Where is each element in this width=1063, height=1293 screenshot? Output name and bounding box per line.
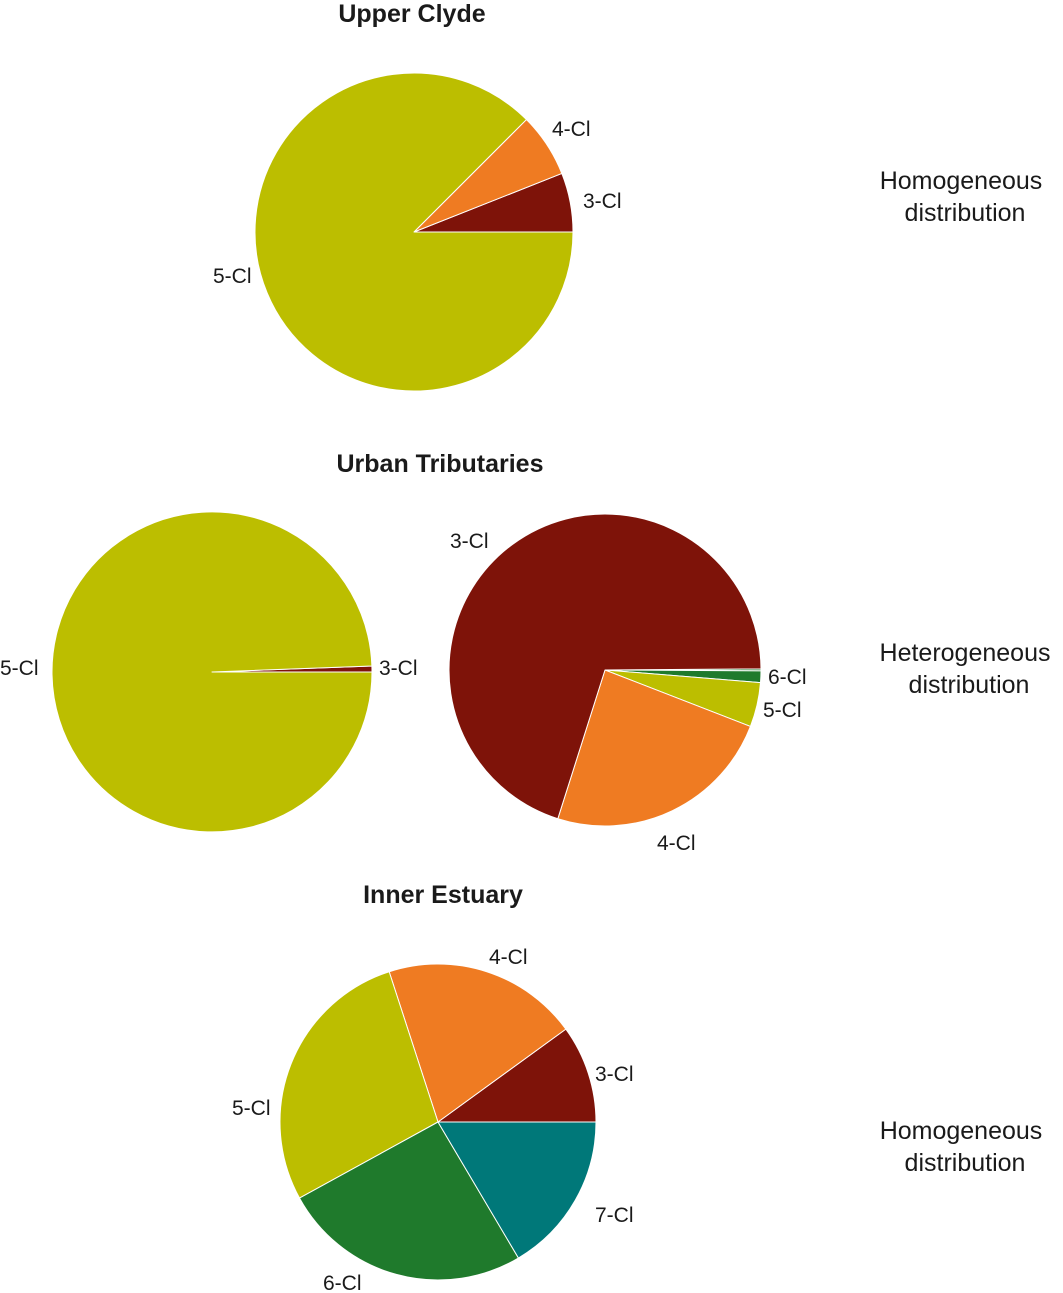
label-upper-clyde-4cl: 4-Cl bbox=[552, 118, 591, 141]
title-upper-clyde: Upper Clyde bbox=[338, 0, 485, 28]
pie-slice-3-7cl-4 bbox=[437, 1121, 597, 1259]
title-urban-tributaries: Urban Tributaries bbox=[337, 450, 544, 478]
distribution-label-urban-line1: Heterogeneous bbox=[880, 639, 1051, 667]
label-urban-right-6cl: 6-Cl bbox=[768, 666, 807, 689]
label-urban-right-4cl: 4-Cl bbox=[657, 832, 696, 855]
pie-slice-3-3cl-0 bbox=[437, 1028, 597, 1123]
pie-slice-3-6cl-3 bbox=[299, 1121, 519, 1281]
label-upper-clyde-3cl: 3-Cl bbox=[583, 190, 622, 213]
pie-slice-1-5cl-1 bbox=[51, 511, 373, 833]
label-inner-6cl: 6-Cl bbox=[323, 1272, 362, 1293]
distribution-label-inner-line1: Homogeneous bbox=[880, 1117, 1043, 1145]
label-upper-clyde-5cl: 5-Cl bbox=[213, 265, 252, 288]
label-inner-4cl: 4-Cl bbox=[489, 946, 528, 969]
distribution-label-upper-clyde-line2: distribution bbox=[905, 199, 1026, 227]
label-urban-left-3cl: 3-Cl bbox=[379, 657, 418, 680]
pie-slice-2-4cl-3 bbox=[557, 669, 751, 827]
title-inner-estuary: Inner Estuary bbox=[363, 881, 523, 909]
pie-urban-tributaries-right bbox=[448, 513, 762, 827]
label-urban-right-3cl: 3-Cl bbox=[450, 530, 489, 553]
pie-slice-3-5cl-2 bbox=[279, 971, 439, 1199]
pie-slice-0-5cl-2 bbox=[254, 72, 574, 392]
label-inner-7cl: 7-Cl bbox=[595, 1204, 634, 1227]
label-urban-left-5cl: 5-Cl bbox=[0, 657, 39, 680]
label-inner-5cl: 5-Cl bbox=[232, 1097, 271, 1120]
pie-slice-3-4cl-1 bbox=[388, 963, 567, 1123]
pie-slice-2-3cl-4 bbox=[448, 513, 762, 820]
distribution-label-inner-line2: distribution bbox=[905, 1149, 1026, 1177]
label-inner-3cl: 3-Cl bbox=[595, 1063, 634, 1086]
pie-urban-tributaries-left bbox=[51, 511, 373, 833]
distribution-label-urban-line2: distribution bbox=[909, 671, 1030, 699]
pie-upper-clyde bbox=[254, 72, 574, 392]
pie-inner-estuary bbox=[279, 963, 597, 1281]
distribution-label-upper-clyde-line1: Homogeneous bbox=[880, 167, 1043, 195]
label-urban-right-5cl: 5-Cl bbox=[763, 699, 802, 722]
